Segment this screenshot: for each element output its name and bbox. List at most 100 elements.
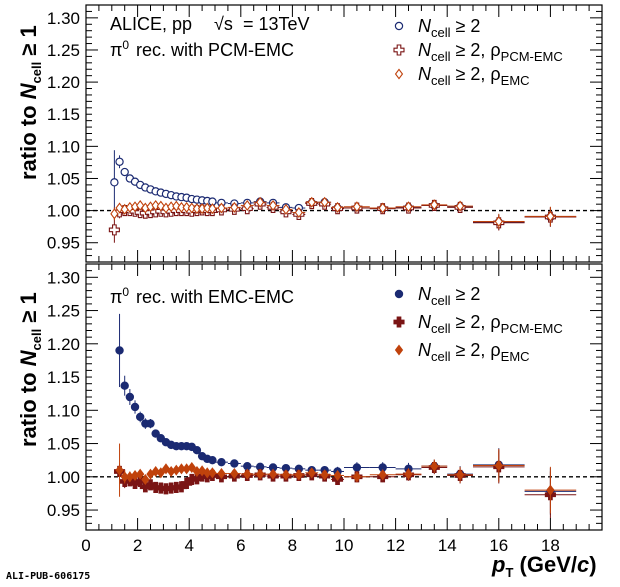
data-point xyxy=(333,469,342,481)
x-tick-label: 6 xyxy=(236,536,245,555)
data-point xyxy=(108,224,120,236)
bottom-y-axis-title: ratio to Ncell ≥ 1 xyxy=(16,292,44,447)
top-panel: 0.95 1.00 1.05 1.10 1.15 1.20 1.25 1.30 xyxy=(47,4,603,263)
top-annotation-energy: = 13TeV xyxy=(243,14,310,34)
data-point xyxy=(187,202,196,214)
data-point xyxy=(352,463,362,472)
series-open-diamond xyxy=(110,196,577,230)
legend-entry: Ncell ≥ 2, ρPCM-EMC xyxy=(418,312,563,336)
data-point xyxy=(151,465,160,477)
top-y-axis-title: ratio to Ncell ≥ 1 xyxy=(16,25,44,180)
series-open-circle xyxy=(110,150,577,230)
bottom-annotation-method: rec. with EMC-EMC xyxy=(136,287,294,307)
top-annotation-method: rec. with PCM-EMC xyxy=(136,40,294,60)
data-point xyxy=(125,392,135,402)
data-point xyxy=(268,468,278,480)
y-tick-label: 1.00 xyxy=(47,468,80,487)
publication-id: ALI-PUB-606175 xyxy=(6,571,91,582)
data-point xyxy=(151,429,160,438)
data-point xyxy=(404,201,413,213)
data-point xyxy=(115,346,124,355)
y-tick-label: 1.30 xyxy=(47,268,80,287)
data-point xyxy=(192,446,202,455)
legend-entry: Ncell ≥ 2 xyxy=(418,16,480,40)
data-point xyxy=(217,202,226,214)
data-point xyxy=(307,467,316,479)
data-point xyxy=(146,419,155,428)
legend-entry: Ncell ≥ 2, ρEMC xyxy=(418,64,530,88)
data-point xyxy=(217,457,226,467)
data-point xyxy=(187,461,196,474)
legend-marker xyxy=(394,21,404,31)
data-point xyxy=(172,200,181,212)
data-point xyxy=(110,178,119,187)
x-axis-title: pT (GeV/c) xyxy=(491,552,597,580)
x-tick-label: 2 xyxy=(133,536,142,555)
y-tick-label: 1.20 xyxy=(47,335,80,354)
data-point xyxy=(307,196,316,208)
data-point xyxy=(208,203,217,215)
y-tick-label: 1.10 xyxy=(47,401,80,420)
data-point xyxy=(203,202,212,214)
data-point xyxy=(115,202,124,214)
y-tick-label: 1.00 xyxy=(47,202,80,221)
legend-marker xyxy=(393,44,405,56)
x-tick-label: 4 xyxy=(184,536,193,555)
legend-marker xyxy=(394,289,404,299)
data-point xyxy=(546,210,555,222)
data-point xyxy=(256,468,265,480)
bottom-legend: Ncell ≥ 2 Ncell ≥ 2, ρPCM-EMC Ncell ≥ 2, ρ… xyxy=(393,284,563,364)
x-tick-label: 18 xyxy=(541,536,560,555)
y-tick-label: 1.30 xyxy=(47,9,80,28)
legend-entry: Ncell ≥ 2, ρEMC xyxy=(418,340,530,364)
y-tick-label: 1.20 xyxy=(47,73,80,92)
y-tick-label: 1.05 xyxy=(47,435,80,454)
x-tick-label: 14 xyxy=(438,536,457,555)
top-annotation-alice: ALICE, pp xyxy=(110,14,192,34)
data-point xyxy=(141,473,150,485)
y-tick-label: 0.95 xyxy=(47,501,80,520)
legend-marker xyxy=(394,68,404,80)
data-point xyxy=(378,202,387,214)
x-tick-label: 12 xyxy=(386,536,405,555)
data-point xyxy=(378,469,387,481)
y-tick-label: 1.05 xyxy=(47,169,80,188)
data-point xyxy=(294,207,303,219)
data-point xyxy=(404,468,413,480)
data-point xyxy=(430,199,439,211)
data-point xyxy=(320,196,329,208)
data-point xyxy=(243,199,252,211)
x-tick-label: 16 xyxy=(489,536,508,555)
data-point xyxy=(208,467,217,479)
data-point xyxy=(546,484,555,496)
data-point xyxy=(115,464,124,476)
data-point xyxy=(120,381,129,390)
y-tick-label: 1.10 xyxy=(47,137,80,156)
data-point xyxy=(256,196,265,208)
series-filled-diamond xyxy=(115,443,577,514)
data-point xyxy=(494,459,503,472)
top-annotation-sqrt-symbol: √s xyxy=(214,14,233,34)
y-tick-label: 1.25 xyxy=(47,41,80,60)
data-point xyxy=(352,471,362,483)
data-point xyxy=(352,201,362,213)
data-point xyxy=(110,208,119,220)
bottom-annotation-pi0: π0 xyxy=(110,285,129,307)
data-point xyxy=(115,157,124,166)
bottom-panel: 0.95 1.00 1.05 1.10 1.15 1.20 1.25 1.30 0 2 4 6 8 10 1… xyxy=(47,263,603,555)
x-tick-label: 8 xyxy=(288,536,297,555)
data-point xyxy=(208,455,217,465)
series-filled-cross xyxy=(113,450,577,519)
data-point xyxy=(281,203,291,215)
legend-marker xyxy=(393,316,405,328)
data-point xyxy=(494,216,503,228)
data-point xyxy=(135,412,145,422)
y-tick-label: 1.15 xyxy=(47,105,80,124)
data-point xyxy=(455,469,465,481)
data-point xyxy=(294,469,303,481)
legend-entry: Ncell ≥ 2 xyxy=(418,284,480,308)
data-point xyxy=(281,469,291,481)
data-point xyxy=(230,459,239,468)
